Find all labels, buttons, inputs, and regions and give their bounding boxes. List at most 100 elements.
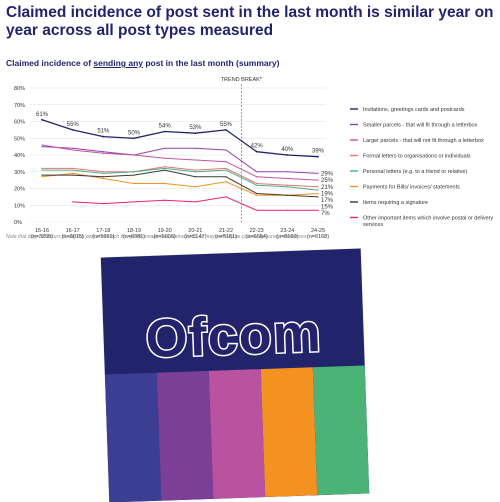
data-point	[102, 202, 104, 205]
series-line	[41, 146, 319, 174]
legend-item: Smaller parcels - that will fit through …	[363, 123, 478, 129]
x-tick-sublabel: (n=3205)	[31, 234, 53, 240]
y-tick-label: 40%	[14, 153, 25, 159]
y-tick-label: 80%	[14, 86, 25, 92]
data-point	[41, 176, 43, 178]
x-tick-sublabel: (n=5861)	[92, 234, 114, 240]
data-point	[72, 201, 74, 203]
x-tick-sublabel: (n=6015)	[62, 234, 84, 240]
end-label: 7%	[321, 211, 330, 217]
end-label: 15%	[321, 204, 334, 210]
data-point	[317, 179, 319, 181]
x-tick-label: 21-22	[219, 228, 233, 234]
ofcom-logo-card: Ofcom	[100, 248, 370, 502]
legend-item: Formal letters to organisations or indiv…	[363, 154, 471, 160]
data-point	[286, 209, 288, 211]
data-label: 42%	[251, 144, 264, 150]
logo-stripe	[260, 367, 318, 498]
data-label: 55%	[220, 122, 233, 128]
y-tick-label: 30%	[14, 170, 25, 176]
data-point	[72, 169, 74, 171]
data-point	[225, 176, 227, 178]
x-tick-label: 23-24	[280, 228, 294, 234]
data-point	[225, 196, 227, 198]
data-point	[286, 177, 288, 180]
data-point	[225, 149, 227, 151]
x-tick-label: 20-21	[188, 228, 202, 234]
data-point	[317, 155, 319, 158]
data-point	[256, 176, 258, 178]
data-point	[163, 130, 166, 133]
data-point	[194, 171, 196, 173]
data-point	[102, 172, 104, 175]
data-point	[194, 147, 196, 149]
data-point	[72, 172, 74, 175]
data-point	[317, 196, 319, 198]
data-point	[286, 186, 288, 188]
data-point	[317, 209, 319, 211]
data-labels: 61%55%51% 50%54% 53%55%42%40% 39%29%25%21%1…	[36, 112, 334, 217]
legend-item: Invitations, greetings cards and postcar…	[363, 107, 465, 113]
data-point	[133, 154, 135, 156]
data-point	[41, 118, 43, 121]
data-point	[256, 194, 258, 196]
data-point	[286, 154, 289, 156]
chart-subtitle: Claimed incidence of sending any post in…	[6, 58, 406, 68]
data-point	[256, 209, 258, 211]
legend-item: Items requiring a signature	[363, 200, 428, 206]
end-label: 17%	[321, 198, 334, 204]
data-point	[133, 182, 135, 185]
data-point	[225, 128, 227, 131]
data-label: 61%	[36, 112, 49, 118]
data-point	[286, 194, 288, 196]
series-line	[41, 119, 319, 158]
x-tick-sublabel: (n=5006)	[154, 234, 176, 240]
data-point	[225, 181, 227, 183]
x-tick-sublabel: (n=6664)	[246, 234, 268, 240]
logo-stripe	[312, 365, 370, 496]
data-point	[72, 147, 74, 149]
data-point	[41, 146, 43, 148]
data-point	[317, 186, 319, 188]
series-line	[42, 167, 319, 191]
series-line	[42, 169, 319, 198]
data-point	[225, 167, 227, 169]
data-point	[164, 182, 166, 185]
data-point	[41, 174, 43, 176]
data-point	[256, 184, 258, 186]
data-point	[41, 144, 43, 146]
data-label: 53%	[189, 125, 202, 131]
chart-note: Note that drop off occurs during the per…	[6, 234, 308, 240]
chart-subtitle-emphasis: sending any	[93, 58, 143, 68]
series-line	[41, 144, 319, 181]
grid-layer	[30, 87, 326, 223]
x-tick-sublabel: (n=6981)	[123, 234, 145, 240]
series-line	[42, 166, 319, 188]
y-axis-ticks: 0% 10% 20% 30% 40% 50% 60% 70% 80%	[14, 86, 25, 226]
x-tick-sublabel: (n=6168)	[307, 234, 329, 240]
series-line	[72, 196, 318, 211]
data-point	[102, 171, 104, 173]
data-point	[164, 157, 166, 159]
x-tick-label: 24-25	[311, 228, 325, 234]
data-point	[102, 176, 104, 178]
data-point	[194, 186, 196, 188]
x-tick-label: 17-18	[96, 228, 110, 234]
chart-subtitle-suffix: post in the last month (summary)	[142, 58, 280, 68]
chart-subtitle-prefix: Claimed incidence of	[6, 58, 94, 68]
ofcom-logo-wordmark: Ofcom	[143, 301, 324, 370]
data-point	[194, 169, 196, 171]
page-title: Claimed incidence of post sent in the la…	[6, 4, 494, 39]
logo-stripe	[156, 370, 214, 501]
data-point	[71, 128, 74, 131]
data-point	[133, 171, 135, 173]
data-point	[164, 167, 166, 169]
data-point	[41, 167, 43, 169]
data-point	[133, 137, 135, 140]
data-point	[164, 147, 166, 149]
data-point	[72, 174, 74, 176]
x-tick-label: 15-16	[35, 228, 49, 234]
data-point	[72, 149, 74, 151]
series-layer	[41, 118, 319, 211]
data-point	[286, 184, 288, 186]
